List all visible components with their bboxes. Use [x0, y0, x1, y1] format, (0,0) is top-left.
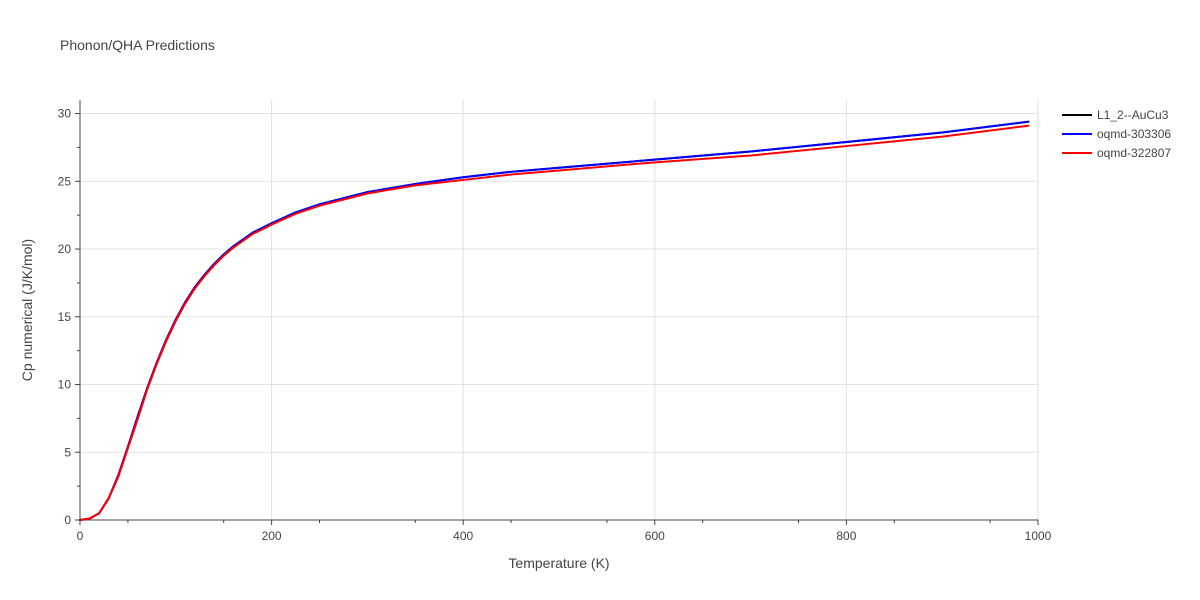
y-tick-label: 10 — [58, 378, 72, 392]
x-tick-label: 200 — [262, 529, 282, 543]
series-line-2[interactable] — [79, 124, 1030, 521]
legend-label: L1_2--AuCu3 — [1097, 108, 1169, 122]
axes — [79, 100, 1038, 521]
y-tick-label: 15 — [58, 310, 72, 324]
x-tick-label: 0 — [77, 529, 84, 543]
x-tick-label: 600 — [645, 529, 665, 543]
y-tick-label: 25 — [58, 174, 72, 188]
y-tick-label: 5 — [64, 445, 71, 459]
x-tick-label: 400 — [453, 529, 473, 543]
y-axis-title: Cp numerical (J/K/mol) — [19, 239, 35, 381]
y-tick-label: 0 — [64, 513, 71, 527]
y-axis-ticks: 0 5 10 15 20 25 30 — [58, 107, 80, 527]
chart-title: Phonon/QHA Predictions — [60, 37, 215, 53]
x-axis-title: Temperature (K) — [508, 555, 609, 571]
x-tick-label: 1000 — [1025, 529, 1052, 543]
legend-item[interactable]: L1_2--AuCu3 — [1062, 108, 1169, 122]
legend-item[interactable]: oqmd-303306 — [1062, 127, 1171, 141]
y-tick-label: 20 — [58, 242, 72, 256]
legend-label: oqmd-322807 — [1097, 146, 1171, 160]
x-tick-label: 800 — [836, 529, 856, 543]
gridlines — [80, 100, 1039, 520]
legend[interactable]: L1_2--AuCu3 oqmd-303306 oqmd-322807 — [1062, 108, 1171, 160]
legend-item[interactable]: oqmd-322807 — [1062, 146, 1171, 160]
y-tick-label: 30 — [58, 107, 72, 121]
legend-label: oqmd-303306 — [1097, 127, 1171, 141]
series-layer — [79, 120, 1030, 521]
x-axis-ticks: 0 200 400 600 800 1000 — [77, 520, 1052, 543]
